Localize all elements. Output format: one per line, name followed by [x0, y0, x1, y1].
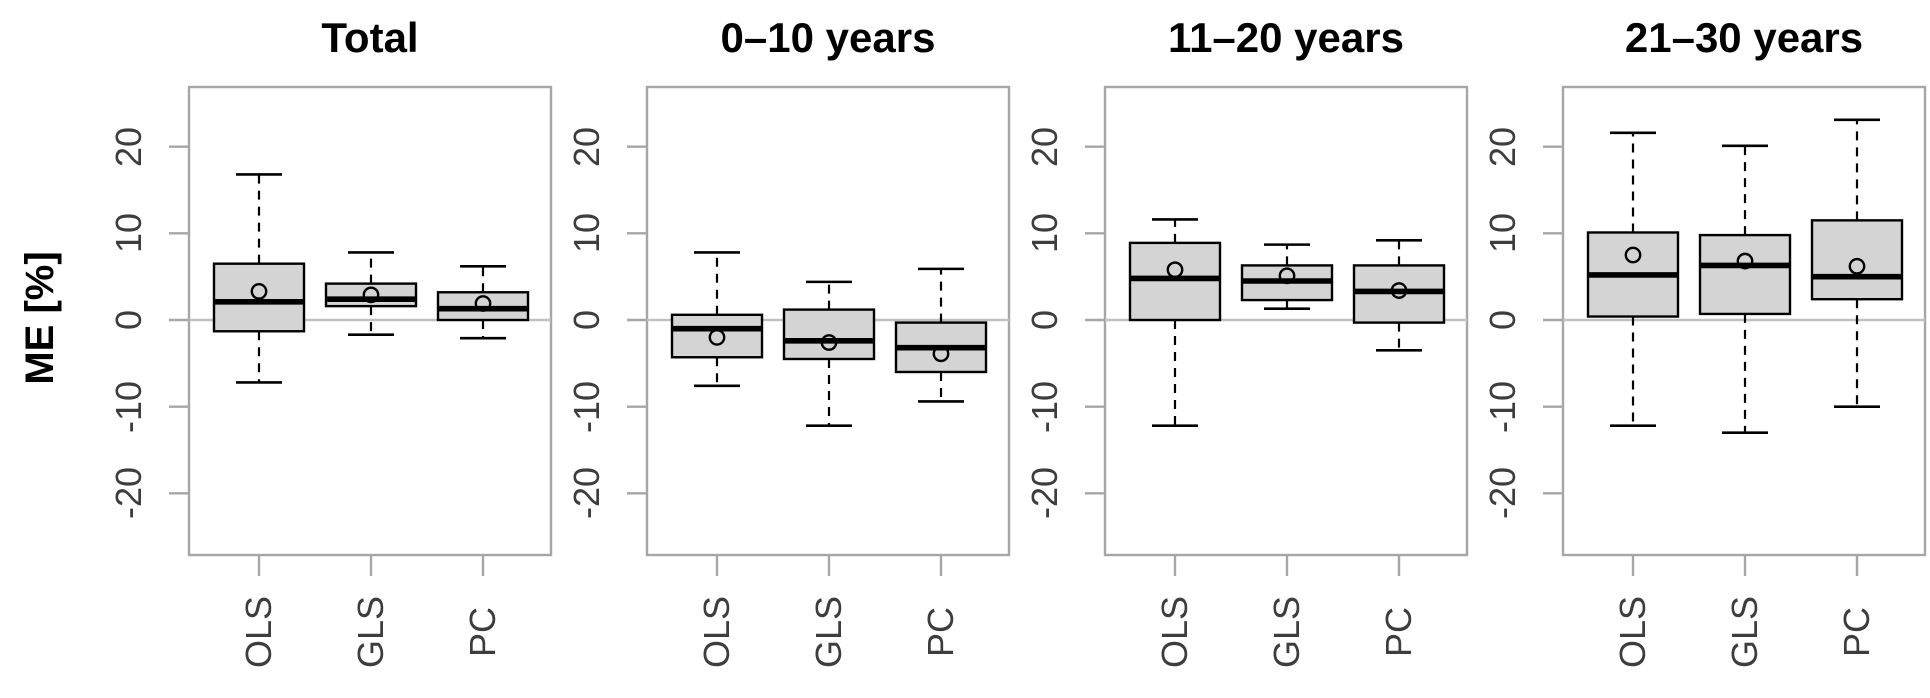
- mean-marker: [820, 334, 838, 351]
- box-21-30-years-gls: [1698, 144, 1792, 434]
- box-total-ols: [212, 173, 306, 384]
- x-category-label-ols: OLS: [696, 595, 737, 669]
- x-category-label-pc: PC: [920, 607, 961, 658]
- box-0-10-years-ols: [670, 251, 764, 388]
- panel-title-0-10-years: 0–10 years: [720, 14, 936, 61]
- x-category-label-pc: PC: [1836, 607, 1877, 658]
- mean-marker: [1624, 246, 1642, 264]
- x-category-label-gls: GLS: [808, 595, 849, 669]
- plot-canvas-0-10-years: [627, 85, 1011, 576]
- iqr-box: [670, 313, 764, 359]
- plot-canvas-11-20-years: [1085, 85, 1469, 576]
- box-total-pc: [436, 264, 530, 340]
- box-total-gls: [324, 251, 418, 337]
- y-axis-title: ME [%]: [18, 251, 62, 385]
- mean-marker: [474, 295, 492, 312]
- mean-marker: [362, 286, 380, 304]
- mean-marker: [1390, 282, 1408, 299]
- x-category-label-gls: GLS: [1266, 595, 1307, 669]
- panel-title-11-20-years: 11–20 years: [1168, 14, 1404, 61]
- x-category-label-ols: OLS: [238, 595, 279, 669]
- iqr-box: [1698, 233, 1792, 316]
- panel-title-total: Total: [321, 14, 419, 61]
- box-11-20-years-ols: [1128, 218, 1222, 428]
- mean-marker: [708, 328, 726, 346]
- y-tick-label-11-20-years: -20: [1024, 467, 1065, 520]
- plot-canvas-21-30-years: [1543, 85, 1927, 576]
- x-category-label-gls: GLS: [350, 595, 391, 669]
- plot-canvas-total: [169, 85, 553, 576]
- x-category-label-pc: PC: [1378, 607, 1419, 658]
- x-category-label-pc: PC: [462, 607, 503, 658]
- mean-marker: [1736, 252, 1754, 270]
- iqr-box: [1128, 241, 1222, 322]
- box-11-20-years-gls: [1240, 243, 1334, 311]
- y-tick-label-total: -20: [108, 467, 149, 520]
- mean-marker: [1848, 257, 1866, 275]
- panel-title-21-30-years: 21–30 years: [1624, 14, 1864, 61]
- box-0-10-years-gls: [782, 280, 876, 428]
- mean-marker: [1278, 267, 1296, 285]
- box-21-30-years-ols: [1586, 131, 1680, 428]
- x-category-label-gls: GLS: [1724, 595, 1765, 669]
- mean-marker: [250, 283, 268, 300]
- x-category-label-ols: OLS: [1154, 595, 1195, 669]
- y-tick-label-0-10-years: -20: [566, 467, 607, 520]
- x-category-label-ols: OLS: [1612, 595, 1653, 669]
- box-21-30-years-pc: [1810, 118, 1904, 408]
- mean-marker: [932, 345, 950, 363]
- box-0-10-years-pc: [894, 267, 988, 403]
- mean-marker: [1166, 261, 1184, 279]
- box-11-20-years-pc: [1352, 238, 1446, 352]
- y-tick-label-21-30-years: -20: [1482, 467, 1523, 520]
